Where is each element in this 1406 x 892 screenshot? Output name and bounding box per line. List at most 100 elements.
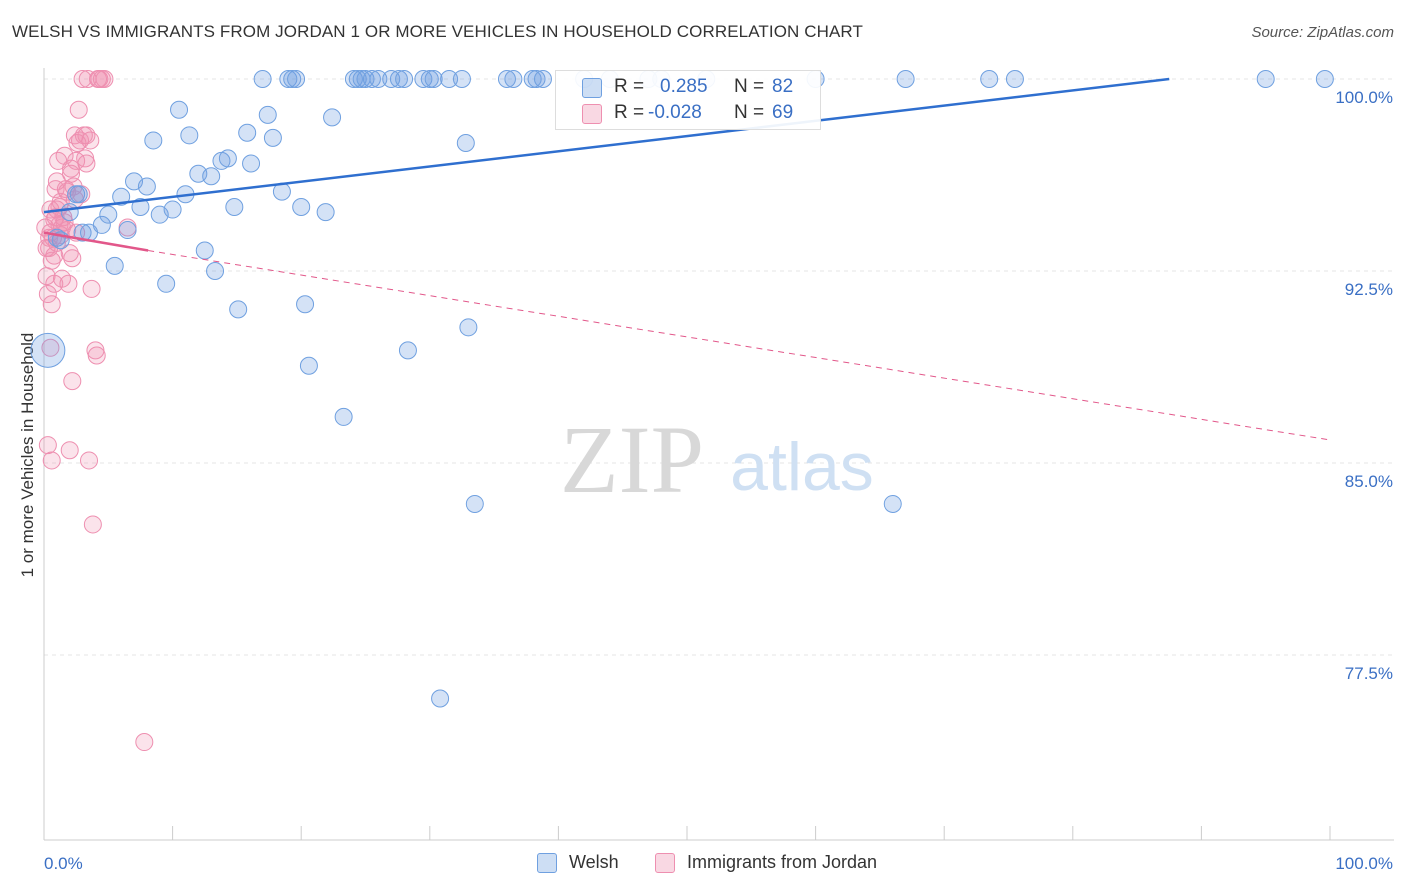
jordan-point-47[interactable] xyxy=(87,346,106,365)
welsh-point-61[interactable] xyxy=(452,70,471,88)
welsh-point-79[interactable] xyxy=(1005,70,1024,88)
welsh-point-67[interactable] xyxy=(523,70,542,88)
welsh-point-11[interactable] xyxy=(112,187,131,206)
welsh-point-37[interactable] xyxy=(279,70,298,88)
welsh-r-label: R = xyxy=(614,76,645,97)
welsh-point-60[interactable] xyxy=(440,70,459,88)
welsh-point-68[interactable] xyxy=(527,70,546,88)
jordan-point-63[interactable] xyxy=(77,154,96,173)
welsh-point-66[interactable] xyxy=(504,70,523,88)
jordan-point-8[interactable] xyxy=(42,295,61,314)
jordan-point-26[interactable] xyxy=(60,441,79,460)
welsh-point-6[interactable] xyxy=(73,223,92,242)
welsh-point-15[interactable] xyxy=(137,177,156,196)
welsh-point-55[interactable] xyxy=(398,341,417,360)
jordan-point-28[interactable] xyxy=(63,372,82,391)
welsh-point-40[interactable] xyxy=(292,198,311,216)
welsh-point-80[interactable] xyxy=(1256,70,1275,88)
welsh-point-8[interactable] xyxy=(92,215,111,234)
jordan-point-9[interactable] xyxy=(42,451,61,470)
welsh-point-45[interactable] xyxy=(334,407,353,426)
welsh-point-38[interactable] xyxy=(283,70,302,88)
welsh-point-43[interactable] xyxy=(316,203,335,222)
welsh-point-53[interactable] xyxy=(389,70,408,88)
jordan-point-66[interactable] xyxy=(63,249,82,268)
welsh-point-69[interactable] xyxy=(533,70,552,88)
jordan-series xyxy=(36,70,154,752)
welsh-point-14[interactable] xyxy=(131,198,150,216)
welsh-point-34[interactable] xyxy=(258,105,277,124)
welsh-point-24[interactable] xyxy=(195,241,214,260)
welsh-point-33[interactable] xyxy=(253,70,272,88)
jordan-point-42[interactable] xyxy=(80,451,99,470)
welsh-point-44[interactable] xyxy=(323,108,342,127)
y-tick-label-1: 92.5% xyxy=(1345,280,1393,299)
welsh-point-78[interactable] xyxy=(980,70,999,88)
welsh-point-39[interactable] xyxy=(287,70,306,88)
jordan-point-7[interactable] xyxy=(41,338,60,357)
welsh-point-57[interactable] xyxy=(420,70,439,88)
welsh-point-49[interactable] xyxy=(356,70,375,88)
jordan-point-34[interactable] xyxy=(69,100,88,119)
legend-item-welsh[interactable]: Welsh xyxy=(537,852,619,873)
welsh-point-12[interactable] xyxy=(118,221,137,240)
bottom-legend: Welsh Immigrants from Jordan xyxy=(0,852,1406,878)
jordan-point-44[interactable] xyxy=(82,279,101,298)
jordan-point-45[interactable] xyxy=(83,515,102,534)
jordan-point-51[interactable] xyxy=(95,70,114,88)
welsh-point-64[interactable] xyxy=(465,494,484,513)
watermark-atlas: atlas xyxy=(730,429,874,505)
source-label: Source: ZipAtlas.com xyxy=(1251,24,1394,41)
y-tick-label-2: 85.0% xyxy=(1345,472,1393,491)
welsh-point-63[interactable] xyxy=(459,318,478,337)
welsh-point-62[interactable] xyxy=(456,134,475,152)
welsh-point-81[interactable] xyxy=(1315,70,1334,88)
welsh-point-20[interactable] xyxy=(170,100,189,119)
welsh-point-29[interactable] xyxy=(225,198,244,216)
welsh-point-0[interactable] xyxy=(30,332,66,368)
jordan-point-58[interactable] xyxy=(62,164,81,183)
welsh-point-65[interactable] xyxy=(497,70,516,88)
welsh-point-22[interactable] xyxy=(180,126,199,145)
jordan-point-53[interactable] xyxy=(135,733,154,752)
welsh-point-77[interactable] xyxy=(896,70,915,88)
welsh-point-9[interactable] xyxy=(99,205,118,224)
welsh-point-35[interactable] xyxy=(263,128,282,147)
jordan-r-label: R = xyxy=(614,102,645,123)
welsh-point-50[interactable] xyxy=(362,70,381,88)
welsh-point-76[interactable] xyxy=(883,494,902,513)
welsh-point-41[interactable] xyxy=(296,295,315,314)
welsh-point-28[interactable] xyxy=(218,149,237,168)
welsh-point-59[interactable] xyxy=(431,689,450,708)
welsh-point-3[interactable] xyxy=(60,203,79,222)
welsh-point-56[interactable] xyxy=(414,70,433,88)
welsh-point-31[interactable] xyxy=(238,123,257,142)
welsh-point-47[interactable] xyxy=(348,70,367,88)
jordan-n-label: N = xyxy=(734,102,765,123)
welsh-point-10[interactable] xyxy=(105,256,124,275)
legend-item-jordan[interactable]: Immigrants from Jordan xyxy=(655,852,877,873)
jordan-point-3[interactable] xyxy=(38,285,57,304)
welsh-point-54[interactable] xyxy=(395,70,414,88)
welsh-legend-swatch xyxy=(537,852,557,873)
welsh-point-32[interactable] xyxy=(242,154,261,173)
jordan-point-60[interactable] xyxy=(42,251,61,270)
welsh-point-42[interactable] xyxy=(299,356,318,375)
jordan-point-43[interactable] xyxy=(81,131,100,150)
jordan-point-4[interactable] xyxy=(38,436,57,455)
jordan-point-24[interactable] xyxy=(59,274,78,293)
welsh-point-51[interactable] xyxy=(369,70,388,88)
welsh-point-25[interactable] xyxy=(202,167,221,186)
welsh-point-58[interactable] xyxy=(424,70,443,88)
welsh-point-26[interactable] xyxy=(206,262,225,280)
welsh-point-5[interactable] xyxy=(69,185,88,204)
welsh-swatch xyxy=(582,78,602,98)
welsh-point-52[interactable] xyxy=(382,70,401,88)
welsh-point-19[interactable] xyxy=(163,200,182,219)
x-tick-label-0: 0.0% xyxy=(44,854,83,873)
welsh-point-30[interactable] xyxy=(229,300,248,319)
trend-lines xyxy=(43,77,1331,441)
welsh-point-18[interactable] xyxy=(157,274,176,293)
jordan-point-25[interactable] xyxy=(60,244,79,263)
welsh-point-16[interactable] xyxy=(144,131,163,150)
